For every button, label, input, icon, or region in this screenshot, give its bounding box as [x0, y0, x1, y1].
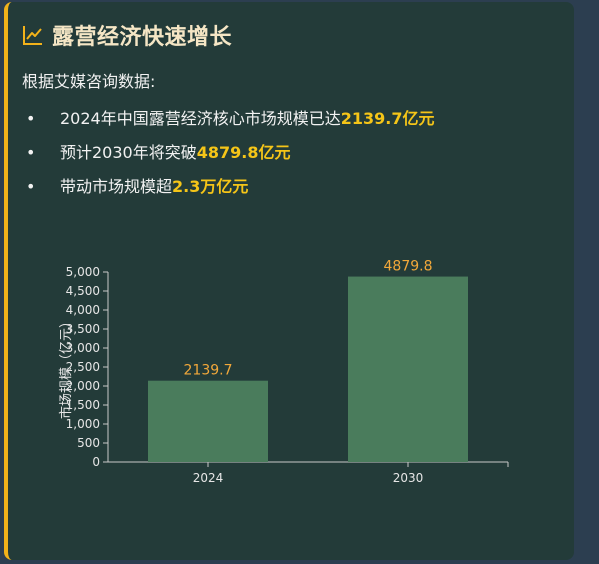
- bullet-highlight: 2.3万亿元: [172, 177, 249, 196]
- y-tick-label: 5,000: [66, 265, 100, 279]
- y-tick-label: 0: [92, 455, 100, 469]
- bullet-list: • 2024年中国露营经济核心市场规模已达2139.7亿元 • 预计2030年将突破…: [22, 102, 434, 204]
- y-tick-label: 3,500: [66, 322, 100, 336]
- y-axis-title: 市场规模（亿元）: [58, 315, 74, 419]
- bullet-highlight: 2139.7亿元: [340, 109, 435, 128]
- bullet-marker: •: [26, 109, 36, 128]
- bullet-marker: •: [26, 177, 36, 196]
- line-chart-icon: [22, 24, 44, 46]
- y-tick-label: 3,000: [66, 341, 100, 355]
- bullet-item: • 带动市场规模超2.3万亿元: [22, 170, 434, 204]
- bar-value-label: 2139.7: [184, 363, 233, 379]
- bullet-marker: •: [26, 143, 36, 162]
- bullet-item: • 预计2030年将突破4879.8亿元: [22, 136, 434, 170]
- market-size-bar-chart: 0 500 1,000 1,500 2,000 2,500 3,000 3,500 4,000 4…: [58, 259, 509, 485]
- stat-card: 露营经济快速增长 根据艾媒咨询数据: • 2024年中国露营经济核心市场规模已达2…: [4, 2, 574, 560]
- card-header: 露营经济快速增长: [22, 20, 232, 50]
- chart-bar: [148, 380, 268, 462]
- bar-value-label: 4879.8: [384, 259, 433, 275]
- card-title: 露营经济快速增长: [52, 25, 233, 50]
- y-tick-label: 1,000: [66, 417, 100, 431]
- intro-text: 根据艾媒咨询数据:: [22, 72, 156, 91]
- bullet-highlight: 4879.8亿元: [196, 143, 291, 162]
- y-tick-label: 500: [77, 436, 100, 450]
- bullet-text: 预计2030年将突破: [60, 143, 197, 162]
- x-tick-label: 2030: [393, 471, 424, 485]
- bullet-item: • 2024年中国露营经济核心市场规模已达2139.7亿元: [22, 102, 434, 136]
- bullet-text: 2024年中国露营经济核心市场规模已达: [60, 109, 341, 128]
- y-tick-label: 2,000: [66, 379, 100, 393]
- y-tick-label: 2,500: [66, 360, 100, 374]
- x-tick-label: 2024: [193, 471, 224, 485]
- chart-bar: [348, 276, 468, 462]
- y-tick-label: 1,500: [66, 398, 100, 412]
- bullet-text: 带动市场规模超: [60, 177, 173, 196]
- y-tick-label: 4,000: [66, 303, 100, 317]
- y-tick-label: 4,500: [66, 284, 100, 298]
